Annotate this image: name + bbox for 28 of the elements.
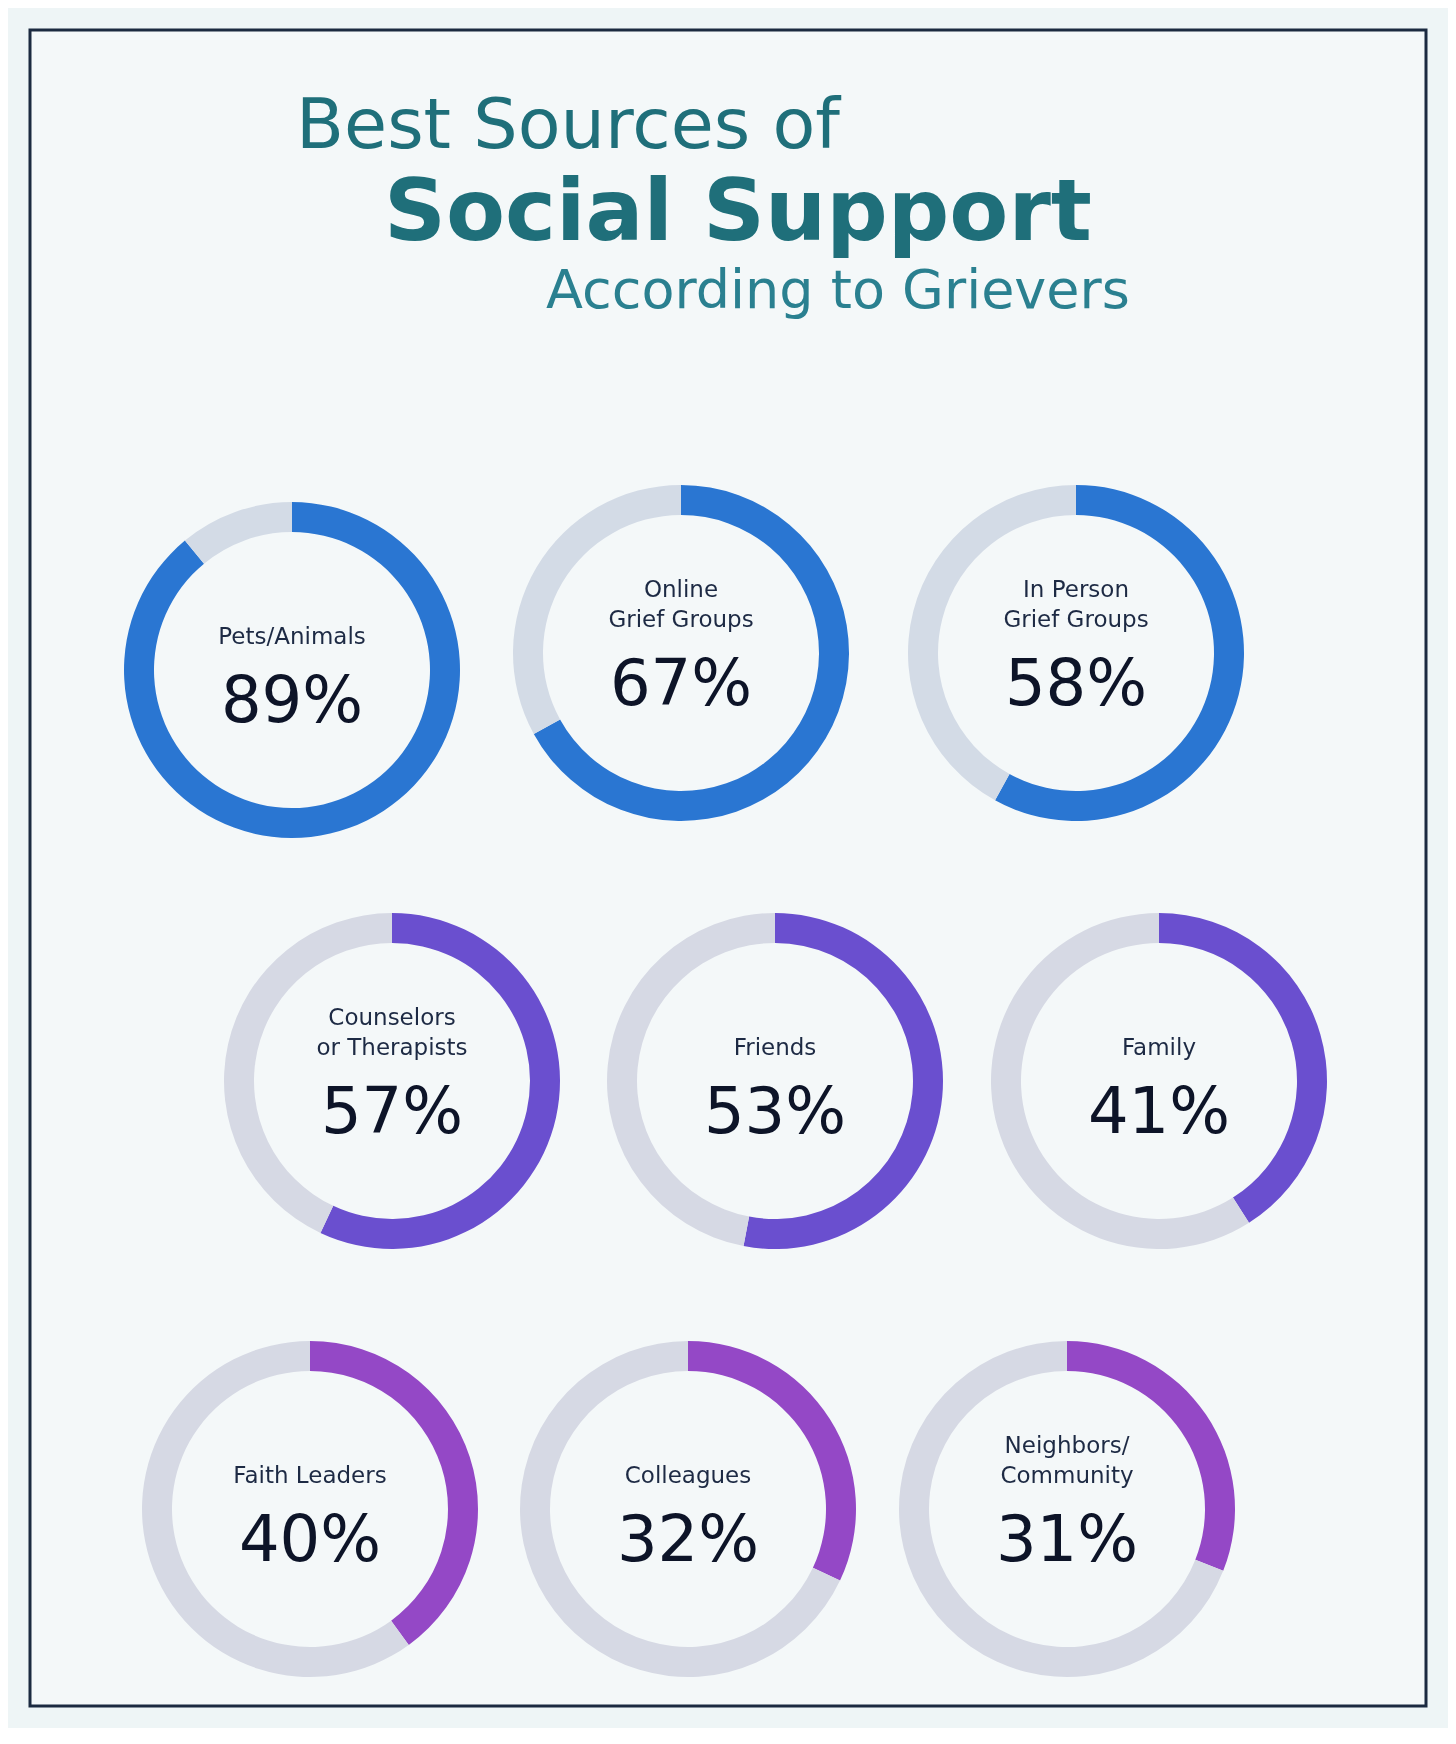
- slice-label: Colleagues: [624, 1462, 752, 1488]
- donut-slice: [995, 485, 1244, 821]
- donut-slice: [184, 502, 292, 564]
- data-label: 67%: [609, 646, 753, 720]
- data-label: 41%: [1087, 1074, 1231, 1148]
- donut-slice: [899, 1341, 1224, 1677]
- slice-label: Pets/Animals: [218, 623, 366, 649]
- data-label: 57%: [320, 1074, 464, 1148]
- donut-slice: [533, 485, 849, 821]
- text: According to Grievers: [546, 258, 1130, 321]
- data-label: 89%: [220, 663, 364, 737]
- slice-label: Counselors or Therapists: [316, 1004, 468, 1060]
- data-label: 40%: [238, 1502, 382, 1576]
- slice-label: Neighbors/ Community: [1000, 1432, 1134, 1488]
- slice-label: In Person Grief Groups: [1003, 576, 1149, 632]
- slice-label: Family: [1121, 1034, 1197, 1060]
- data-label: 53%: [703, 1074, 847, 1148]
- donut-slice: [991, 913, 1250, 1249]
- data-label: 31%: [995, 1502, 1139, 1576]
- slice-label: Online Grief Groups: [608, 576, 754, 632]
- donut-slice: [124, 502, 460, 838]
- data-label: 32%: [616, 1502, 760, 1576]
- donut-slice: [142, 1341, 409, 1677]
- donut-slice: [520, 1341, 841, 1677]
- data-label: 58%: [1004, 646, 1148, 720]
- text: Best Sources of Social Support: [296, 83, 1092, 260]
- slice-label: Faith Leaders: [233, 1462, 387, 1488]
- slice-label: Friends: [733, 1034, 817, 1060]
